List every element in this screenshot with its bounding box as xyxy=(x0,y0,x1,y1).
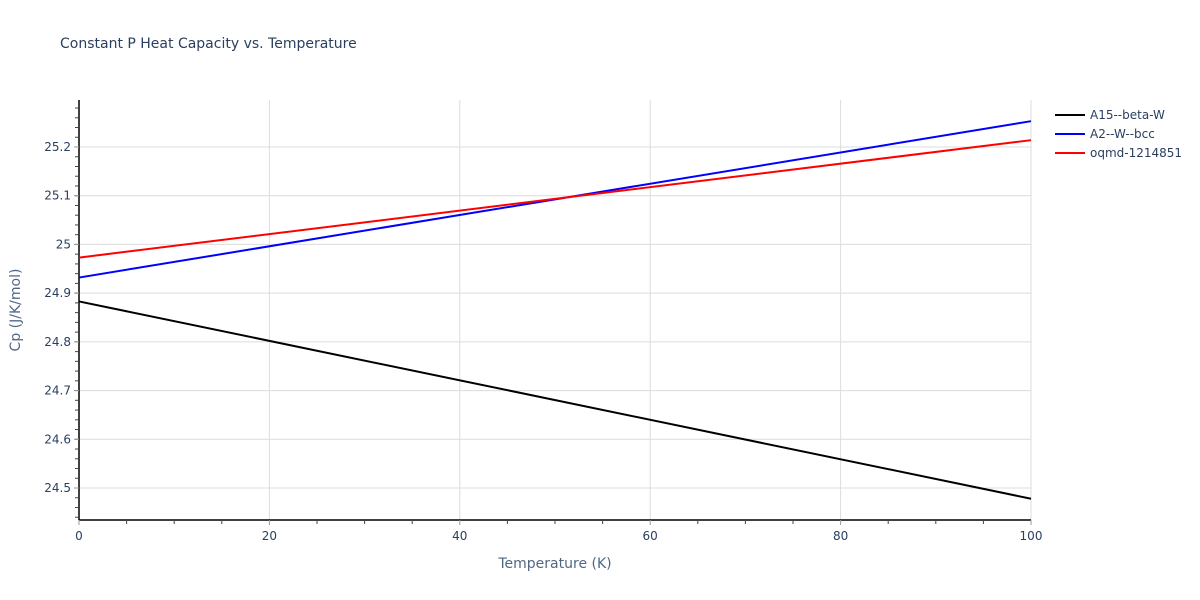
legend-item[interactable]: oqmd-1214851 xyxy=(1055,146,1182,160)
y-tick-label: 24.8 xyxy=(44,335,71,349)
y-tick-label: 25 xyxy=(56,237,71,251)
y-tick-label: 24.7 xyxy=(44,384,71,398)
x-tick-label: 0 xyxy=(75,529,83,543)
y-tick-label: 24.5 xyxy=(44,481,71,495)
legend-label: oqmd-1214851 xyxy=(1090,146,1182,160)
legend-item[interactable]: A15--beta-W xyxy=(1055,108,1165,122)
y-tick-label: 25.1 xyxy=(44,189,71,203)
legend-label: A15--beta-W xyxy=(1090,108,1165,122)
y-tick-label: 25.2 xyxy=(44,140,71,154)
x-tick-label: 60 xyxy=(643,529,658,543)
x-tick-label: 40 xyxy=(452,529,467,543)
data-series xyxy=(78,120,1032,500)
y-tick-label: 24.6 xyxy=(44,432,71,446)
y-tick-label: 24.9 xyxy=(44,286,71,300)
chart-title: Constant P Heat Capacity vs. Temperature xyxy=(60,36,357,52)
x-tick-label: 100 xyxy=(1020,529,1043,543)
y-axis-title: Cp (J/K/mol) xyxy=(8,269,24,352)
legend-item[interactable]: A2--W--bcc xyxy=(1055,127,1155,141)
legend[interactable]: A15--beta-W A2--W--bcc oqmd-1214851 xyxy=(1055,108,1182,160)
x-tick-label: 80 xyxy=(833,529,848,543)
x-tick-label: 20 xyxy=(262,529,277,543)
grid-lines xyxy=(79,100,1032,520)
x-axis-title: Temperature (K) xyxy=(497,556,611,572)
series-line-a15-beta-w xyxy=(78,300,1032,500)
axes: 0 20 40 60 80 100 24.5 24.6 24.7 24.8 24.9 25 25.1 25… xyxy=(44,100,1042,543)
legend-label: A2--W--bcc xyxy=(1090,127,1155,141)
series-line-oqmd-1214851 xyxy=(78,139,1032,259)
